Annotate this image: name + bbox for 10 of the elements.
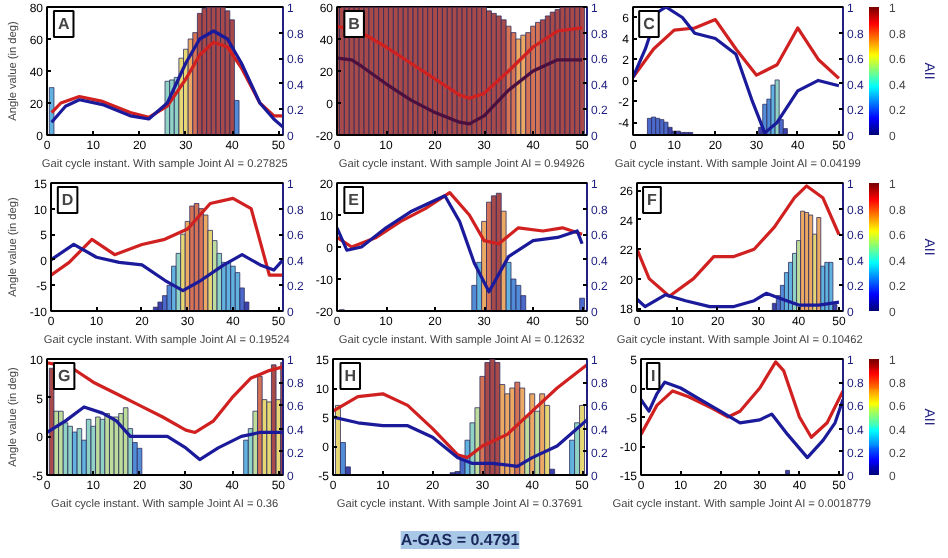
text: D — [61, 191, 74, 209]
text: A-GAS = 0.4791 — [400, 531, 521, 549]
text: I — [650, 367, 656, 385]
text: G — [57, 367, 71, 385]
text: B — [348, 15, 361, 33]
text: A — [57, 15, 70, 33]
text: H — [344, 367, 357, 385]
text: F — [647, 191, 658, 209]
text: C — [643, 15, 656, 33]
text: E — [348, 191, 361, 209]
